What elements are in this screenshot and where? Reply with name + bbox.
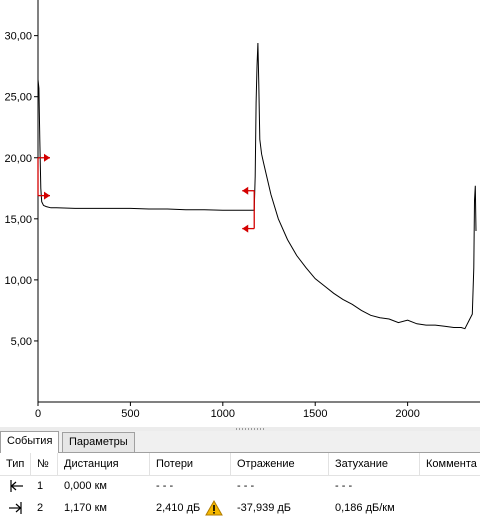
tab-parameters[interactable]: Параметры — [62, 432, 135, 452]
tab-bar: События Параметры — [0, 431, 480, 453]
tab-events[interactable]: События — [0, 431, 60, 453]
x-axis-ticks: 0 500 1000 1500 2000 — [35, 402, 420, 420]
panel-splitter[interactable] — [0, 427, 480, 431]
y-tick-label: 10,00 — [4, 275, 32, 287]
event-markers[interactable] — [37, 153, 255, 233]
y-tick-label: 25,00 — [4, 92, 32, 104]
warning-icon — [205, 497, 223, 519]
table-header: Тип № Дистанция Потери Отражение Затухан… — [0, 453, 480, 476]
reflective-end-icon — [0, 497, 31, 519]
event-reflection: -37,939 дБ — [237, 502, 292, 514]
splitter-grip-icon[interactable] — [236, 428, 264, 430]
column-header-attenuation[interactable]: Затухание — [329, 453, 420, 475]
event-distance: 0,000 км — [64, 480, 107, 492]
event-distance: 1,170 км — [64, 502, 107, 514]
y-tick-label: 30,00 — [4, 31, 32, 43]
event-marker[interactable] — [242, 186, 255, 233]
event-comment — [420, 475, 426, 497]
event-loss: - - - — [156, 480, 174, 492]
column-header-loss[interactable]: Потери — [150, 453, 231, 475]
x-tick-label: 0 — [35, 408, 41, 420]
column-header-distance[interactable]: Дистанция — [58, 453, 150, 475]
y-tick-label: 15,00 — [4, 214, 32, 226]
event-number: 1 — [37, 480, 44, 492]
x-tick-label: 500 — [121, 408, 139, 420]
table-row[interactable]: 2 1,170 км 2,410 дБ -37,939 дБ 0,186 дБ/… — [0, 497, 480, 519]
column-header-comment[interactable]: Коммента — [426, 458, 477, 470]
table-row[interactable]: 1 0,000 км - - - - - - - - - — [0, 475, 480, 497]
launch-start-icon — [0, 475, 31, 497]
events-table: Тип № Дистанция Потери Отражение Затухан… — [0, 453, 480, 518]
y-axis-ticks: 5,00 10,00 15,00 20,00 25,00 30,00 — [4, 31, 38, 348]
event-comment — [420, 497, 426, 519]
event-marker[interactable] — [37, 153, 50, 200]
event-attenuation: - - - — [335, 480, 353, 492]
otdr-trace-chart[interactable]: 5,00 10,00 15,00 20,00 25,00 30,00 0 500 1000 15… — [0, 0, 480, 428]
column-header-number[interactable]: № — [31, 453, 58, 475]
event-number: 2 — [37, 502, 44, 514]
column-header-reflection[interactable]: Отражение — [231, 453, 329, 475]
y-tick-label: 20,00 — [4, 153, 32, 165]
otdr-trace-line — [37, 42, 477, 330]
y-tick-label: 5,00 — [11, 336, 32, 348]
x-tick-label: 2000 — [395, 408, 419, 420]
event-loss: 2,410 дБ — [156, 502, 201, 514]
x-tick-label: 1500 — [303, 408, 327, 420]
event-reflection: - - - — [237, 480, 255, 492]
column-header-type[interactable]: Тип — [0, 453, 31, 475]
x-tick-label: 1000 — [211, 408, 235, 420]
event-attenuation: 0,186 дБ/км — [335, 502, 395, 514]
